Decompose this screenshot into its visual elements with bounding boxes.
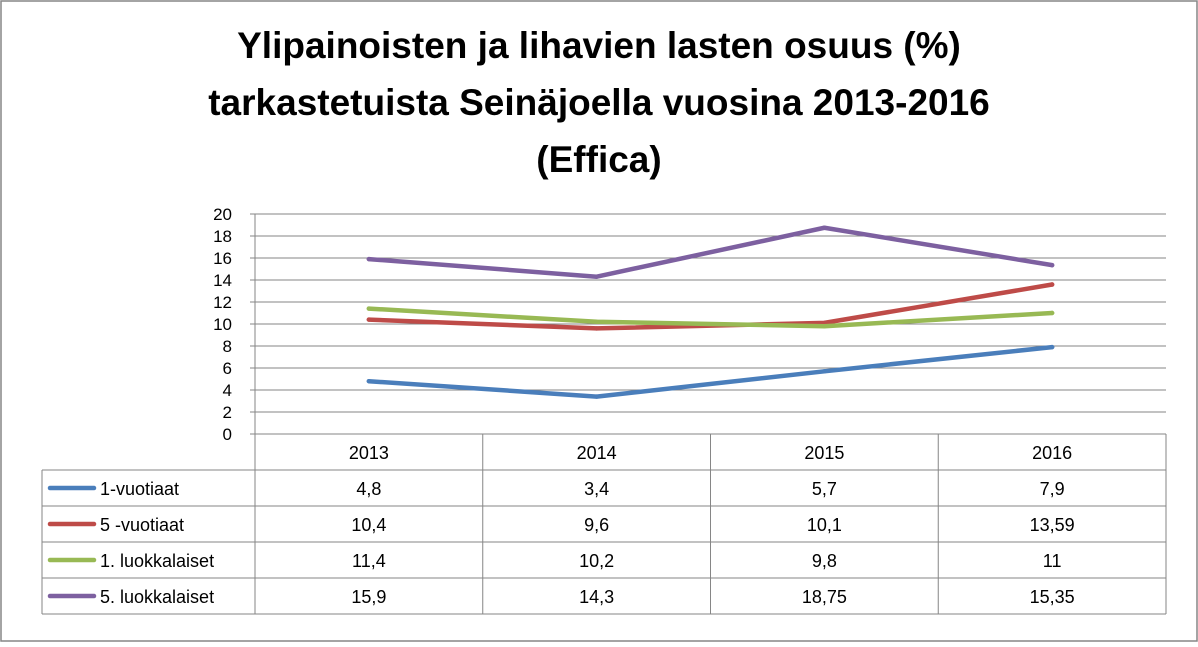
y-tick-label: 14: [213, 271, 232, 290]
data-point: [366, 306, 372, 311]
table-cell-value: 7,9: [1040, 479, 1065, 499]
data-point: [366, 256, 372, 262]
table-cell-value: 15,35: [1030, 587, 1075, 607]
data-point: [1049, 310, 1055, 316]
table-cell-value: 13,59: [1030, 515, 1075, 535]
data-point: [1049, 344, 1055, 350]
chart-title-line: tarkastetuista Seinäjoella vuosina 2013-…: [208, 82, 990, 123]
data-point: [822, 225, 827, 230]
table-cell-value: 10,4: [351, 515, 386, 535]
legend-label: 5. luokkalaiset: [100, 587, 214, 607]
table-cell-value: 9,6: [584, 515, 609, 535]
table-cell-value: 5,7: [812, 479, 837, 499]
y-tick-label: 8: [223, 337, 232, 356]
data-point: [822, 324, 827, 329]
series-line-3: [366, 306, 1055, 329]
legend-label: 1. luokkalaiset: [100, 551, 214, 571]
data-point: [594, 274, 599, 279]
y-tick-label: 0: [223, 425, 232, 444]
table-cell-value: 4,8: [356, 479, 381, 499]
y-tick-label: 16: [213, 249, 232, 268]
data-point: [594, 394, 599, 399]
x-tick-label: 2013: [349, 443, 389, 463]
y-tick-label: 4: [223, 381, 232, 400]
y-tick-label: 12: [213, 293, 232, 312]
y-tick-label: 10: [213, 315, 232, 334]
table-cell-value: 11: [1043, 551, 1062, 571]
table-cell-value: 9,8: [812, 551, 837, 571]
x-tick-label: 2016: [1032, 443, 1072, 463]
series-line-1: [366, 344, 1055, 399]
data-point: [1049, 282, 1055, 287]
table-cell-value: 11,4: [352, 551, 386, 571]
legend-label: 1-vuotiaat: [100, 479, 179, 499]
series-line-4: [366, 225, 1055, 279]
data-point: [366, 379, 372, 384]
data-point: [594, 326, 599, 331]
data-point: [1049, 262, 1055, 268]
x-tick-label: 2014: [577, 443, 617, 463]
table-cell-value: 10,2: [579, 551, 614, 571]
y-tick-label: 6: [223, 359, 232, 378]
data-point: [366, 317, 372, 322]
table-cell-value: 18,75: [802, 587, 847, 607]
table-cell-value: 14,3: [579, 587, 614, 607]
table-cell-value: 15,9: [351, 587, 386, 607]
table-cell-value: 3,4: [584, 479, 609, 499]
y-tick-label: 2: [223, 403, 232, 422]
legend-label: 5 -vuotiaat: [100, 515, 184, 535]
table-cell-value: 10,1: [807, 515, 842, 535]
y-tick-label: 20: [213, 205, 232, 224]
data-point: [594, 319, 599, 324]
data-point: [822, 369, 827, 374]
chart-title-line: (Effica): [536, 139, 661, 180]
chart-title-line: Ylipainoisten ja lihavien lasten osuus (…: [237, 25, 961, 66]
x-tick-label: 2015: [804, 443, 844, 463]
y-tick-label: 18: [213, 227, 232, 246]
